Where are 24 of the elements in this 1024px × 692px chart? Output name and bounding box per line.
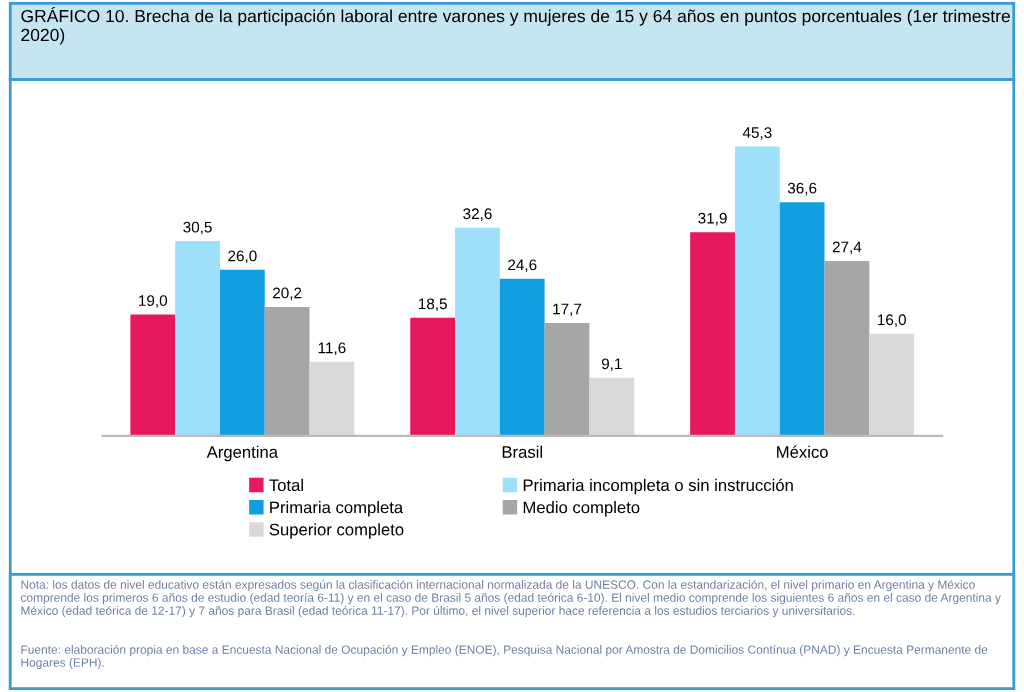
chart-title: GRÁFICO 10. Brecha de la participación laboral entre varones y mujeres de 15 y 64 años en puntos porcentuales (1er trimestre 2020) xyxy=(21,6,1010,45)
legend-label: Superior completo xyxy=(269,523,404,539)
bar xyxy=(130,314,176,436)
bar xyxy=(589,377,635,436)
bar xyxy=(264,306,310,436)
x-tick-label: México xyxy=(777,445,828,458)
bar xyxy=(410,317,456,436)
bar xyxy=(309,361,355,436)
bar xyxy=(175,241,220,436)
bar xyxy=(499,278,545,436)
bar xyxy=(779,202,825,436)
legend-label: Primaria completa xyxy=(270,501,404,517)
bar xyxy=(824,260,870,436)
legend-label: Medio completo xyxy=(523,501,640,517)
x-tick-label: Brasil xyxy=(502,445,542,458)
legend-label: Total xyxy=(269,478,303,492)
bar xyxy=(690,232,735,436)
bar xyxy=(544,322,590,436)
legend-label: Primaria incompleta o sin instrucción xyxy=(523,478,793,495)
bar xyxy=(734,146,780,436)
bar xyxy=(869,333,915,436)
bar xyxy=(455,227,500,436)
bar xyxy=(219,269,265,436)
x-tick-label: Argentina xyxy=(206,445,279,462)
